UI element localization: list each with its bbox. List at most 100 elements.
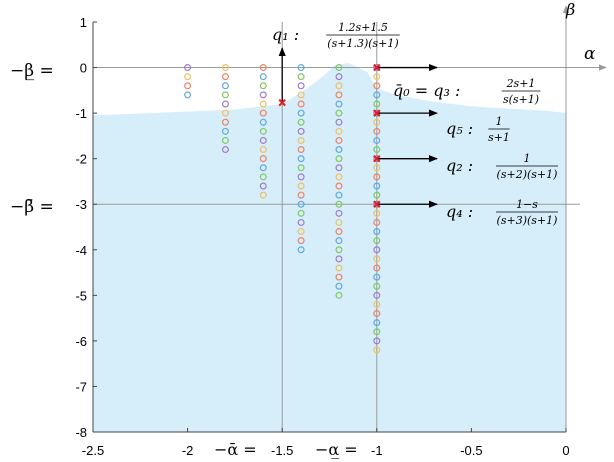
root-marker xyxy=(297,218,305,226)
root-marker xyxy=(221,91,229,99)
root-marker xyxy=(335,127,343,135)
cross-stroke xyxy=(373,154,381,163)
q1-name: q₁ : xyxy=(272,25,299,44)
feasible-region xyxy=(93,63,566,432)
root-marker xyxy=(373,100,381,108)
root-marker xyxy=(221,82,229,90)
root-marker xyxy=(259,136,267,144)
x-tick-label: -1 xyxy=(371,443,383,458)
q3-annotation: q̄₀ = q₃ : 2s+1 s(s+1) xyxy=(393,77,541,106)
root-marker xyxy=(297,136,305,144)
root-marker xyxy=(335,218,343,226)
q2-denominator: (s+2)(s+1) xyxy=(497,168,558,181)
root-marker xyxy=(297,237,305,245)
root-marker xyxy=(259,146,267,154)
q3-name: q̄₀ = q₃ : xyxy=(393,81,460,100)
root-marker xyxy=(373,191,381,199)
q1-annotation: q₁ : 1.2s+1.5 (s+1.3)(s+1) xyxy=(272,21,400,50)
alpha-upper-label: −ᾱ = xyxy=(214,440,257,459)
y-tick-label: -6 xyxy=(75,334,87,349)
root-marker xyxy=(373,264,381,272)
q3-numerator: 2s+1 xyxy=(506,77,536,90)
cross-stroke xyxy=(373,200,381,208)
q4-name: q₄ : xyxy=(446,202,473,221)
root-marker xyxy=(373,218,381,226)
root-marker xyxy=(297,191,305,199)
root-marker xyxy=(221,109,229,117)
root-marker xyxy=(297,91,305,99)
root-marker xyxy=(335,255,343,263)
root-marker xyxy=(259,64,267,72)
root-marker xyxy=(297,164,305,172)
root-marker xyxy=(335,64,343,72)
root-marker xyxy=(335,273,343,281)
q4-annotation: q₄ : 1−s (s+3)(s+1) xyxy=(446,198,558,227)
q5-annotation: q₅ : 1 s+1 xyxy=(446,115,510,144)
root-marker xyxy=(221,146,229,154)
q3-denominator: s(s+1) xyxy=(503,93,539,106)
y-tick-label: 1 xyxy=(80,15,87,30)
x-tick-label: -0.5 xyxy=(460,443,482,458)
root-marker xyxy=(335,282,343,290)
y-tick-labels: 1 0 -1 -2 -3 -4 -5 -6 -7 -8 xyxy=(75,15,87,440)
y-tick-label: -1 xyxy=(75,106,87,121)
y-tick-label: -3 xyxy=(75,197,87,212)
y-tick-label: -7 xyxy=(75,379,87,394)
root-marker xyxy=(297,109,305,117)
q1-denominator: (s+1.3)(s+1) xyxy=(327,37,398,50)
root-marker xyxy=(297,173,305,181)
root-marker xyxy=(259,191,267,199)
root-marker xyxy=(373,164,381,172)
root-marker xyxy=(373,127,381,135)
q4-denominator: (s+3)(s+1) xyxy=(497,214,558,227)
root-marker xyxy=(335,173,343,181)
root-marker xyxy=(373,173,381,181)
y-tick-label: -2 xyxy=(75,152,87,167)
root-marker xyxy=(221,64,229,72)
root-marker xyxy=(373,337,381,345)
q2-name: q₂ : xyxy=(446,156,473,175)
root-marker xyxy=(373,82,381,90)
root-marker xyxy=(335,118,343,126)
root-marker xyxy=(297,64,305,72)
root-marker xyxy=(335,100,343,108)
root-marker xyxy=(335,73,343,81)
root-marker xyxy=(335,291,343,299)
root-marker xyxy=(335,82,343,90)
root-marker xyxy=(335,136,343,144)
q1-point xyxy=(278,98,286,107)
q2-numerator: 1 xyxy=(524,152,531,165)
root-marker xyxy=(221,100,229,108)
root-marker xyxy=(221,73,229,81)
x-tick-label: 0 xyxy=(562,443,569,458)
root-marker xyxy=(297,200,305,208)
root-marker xyxy=(373,136,381,144)
root-marker xyxy=(259,73,267,81)
root-marker xyxy=(335,191,343,199)
root-marker xyxy=(259,173,267,181)
root-marker xyxy=(373,273,381,281)
root-marker xyxy=(297,118,305,126)
root-marker xyxy=(259,82,267,90)
root-marker xyxy=(297,246,305,254)
root-marker xyxy=(259,127,267,135)
root-marker xyxy=(335,164,343,172)
root-marker xyxy=(373,182,381,190)
q5-name: q₅ : xyxy=(446,119,473,138)
root-marker xyxy=(373,255,381,263)
beta-upper-label: −β̄ = xyxy=(10,197,54,217)
q4-point xyxy=(373,200,381,208)
axes xyxy=(92,5,607,433)
root-marker xyxy=(221,136,229,144)
alpha-axis-label: α xyxy=(584,44,596,64)
root-marker xyxy=(221,118,229,126)
root-marker xyxy=(221,127,229,135)
root-marker xyxy=(184,91,192,99)
transfer-function-labels: q₁ : 1.2s+1.5 (s+1.3)(s+1) q̄₀ = q₃ : 2s+1 s(… xyxy=(272,21,558,227)
q5-point xyxy=(373,109,381,117)
root-marker xyxy=(373,118,381,126)
root-marker xyxy=(373,328,381,336)
root-marker xyxy=(297,209,305,217)
root-marker xyxy=(373,209,381,217)
